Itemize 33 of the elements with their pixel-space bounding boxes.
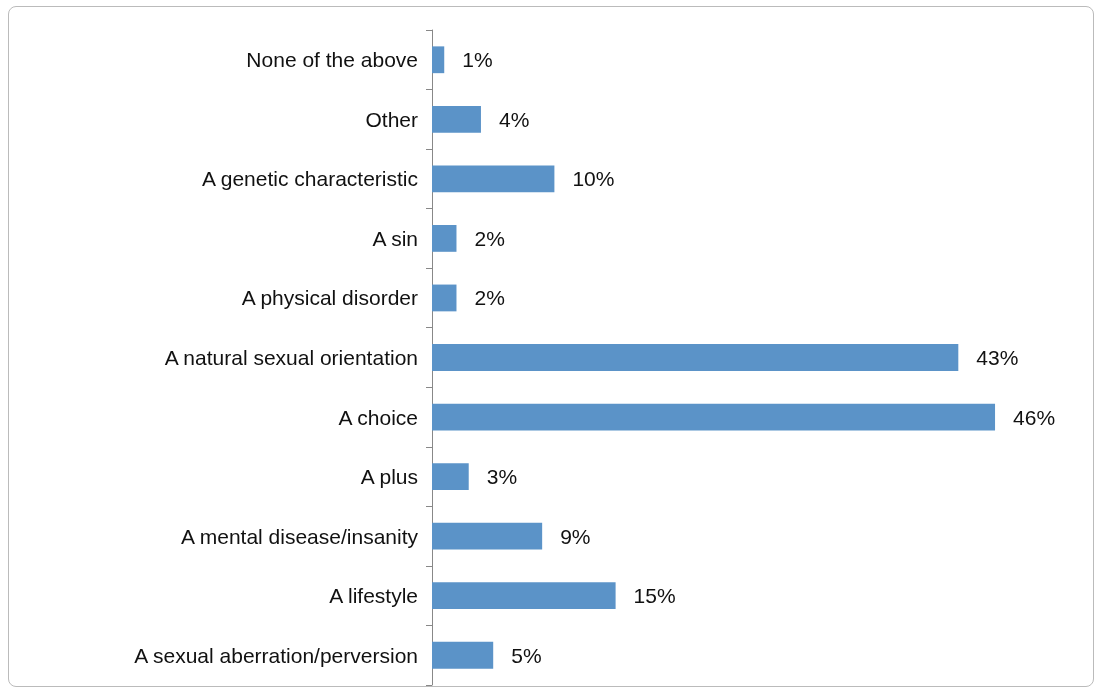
y-tick-label: None of the above: [246, 48, 418, 72]
y-tick-label: A natural sexual orientation: [164, 346, 418, 369]
bar: [432, 165, 555, 193]
y-tick-label: A sexual aberration/perversion: [134, 643, 418, 667]
bar: [432, 403, 996, 431]
data-label: 2%: [474, 226, 505, 250]
bar: [432, 522, 543, 550]
y-tick-label: A sin: [372, 226, 418, 250]
data-label: 46%: [1013, 405, 1056, 429]
data-label: 4%: [498, 107, 530, 131]
bar: [432, 225, 457, 252]
y-tick-label: A physical disorder: [241, 286, 418, 310]
data-label: 43%: [976, 346, 1019, 369]
bar: [432, 582, 616, 610]
y-tick-label: A choice: [338, 405, 418, 429]
bar: [432, 105, 481, 133]
y-tick-label: A mental disease/insanity: [181, 524, 419, 548]
y-tick-label: A lifestyle: [329, 584, 418, 608]
data-label: 3%: [486, 465, 518, 489]
bar: [432, 46, 445, 74]
bar: [432, 284, 457, 312]
data-label: 9%: [560, 524, 591, 548]
data-label: 2%: [474, 286, 505, 310]
y-tick-label: Other: [365, 107, 418, 131]
data-label: 5%: [511, 643, 542, 667]
data-label: 10%: [572, 167, 615, 191]
y-tick-label: A plus: [360, 465, 418, 489]
y-tick-label: A genetic characteristic: [202, 167, 418, 191]
bar: [432, 344, 959, 371]
data-label: 1%: [462, 48, 493, 72]
bar: [432, 641, 494, 669]
data-label: 15%: [633, 584, 676, 608]
bar: [432, 463, 469, 490]
